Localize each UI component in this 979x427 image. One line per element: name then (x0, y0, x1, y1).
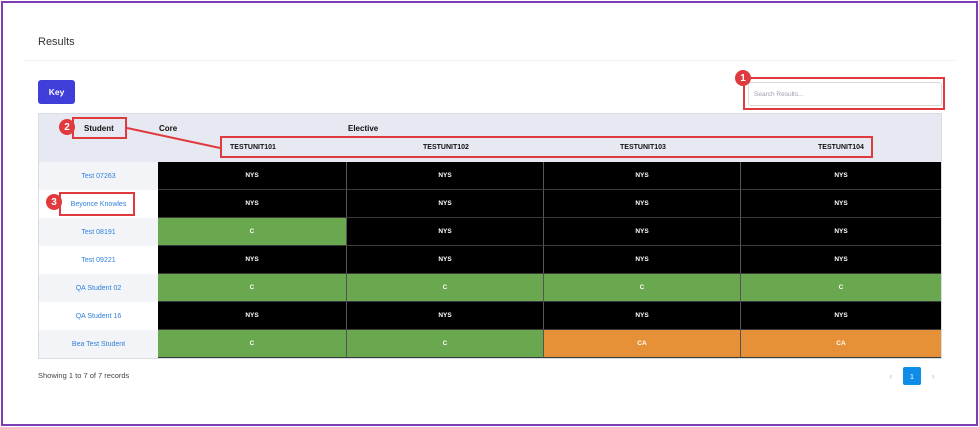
grade-cell[interactable]: NYS (347, 302, 544, 330)
table-row: Test 09221 NYS NYS NYS NYS (39, 246, 941, 274)
grade-cell[interactable]: NYS (347, 218, 544, 246)
grade-cell[interactable]: NYS (741, 162, 941, 190)
grade-cell[interactable]: NYS (158, 162, 347, 190)
header-unit-3[interactable]: TESTUNIT103 (620, 144, 666, 151)
student-name-link[interactable]: QA Student 02 (39, 274, 158, 302)
search-box (748, 82, 942, 106)
grade-cell[interactable]: C (741, 274, 941, 302)
grade-cell[interactable]: C (544, 274, 741, 302)
grade-cell[interactable]: C (347, 330, 544, 358)
student-name-link[interactable]: Test 09221 (81, 256, 116, 264)
student-name-link[interactable]: Beyonce Knowles (70, 200, 127, 208)
grade-cell[interactable]: NYS (741, 218, 941, 246)
title-divider (24, 60, 955, 61)
grade-cell[interactable]: NYS (158, 246, 347, 274)
header-unit-4[interactable]: TESTUNIT104 (818, 144, 864, 151)
page-1-button[interactable]: 1 (903, 367, 921, 385)
leader-line (126, 127, 221, 149)
next-page-button[interactable]: › (931, 371, 935, 381)
table-row: Test 08191 C NYS NYS NYS (39, 218, 941, 246)
results-table: Student Core Elective TESTUNIT101 TESTUN… (38, 113, 942, 359)
prev-page-button[interactable]: ‹ (889, 371, 893, 381)
header-elective: Elective (348, 124, 379, 133)
student-name-link[interactable]: Test 07263 (39, 162, 158, 190)
callout-search (743, 77, 945, 110)
key-button[interactable]: Key (38, 80, 75, 104)
table-header: Student Core Elective TESTUNIT101 TESTUN… (39, 114, 941, 162)
grade-cell[interactable]: NYS (741, 302, 941, 330)
grade-cell[interactable]: NYS (158, 302, 347, 330)
grade-cell[interactable]: NYS (741, 246, 941, 274)
records-summary: Showing 1 to 7 of 7 records (38, 371, 130, 380)
table-row: QA Student 02 C C C C (39, 274, 941, 302)
callout-badge-2: 2 (59, 119, 75, 135)
grade-cell[interactable]: NYS (544, 190, 741, 218)
grade-cell[interactable]: C (347, 274, 544, 302)
search-input[interactable] (749, 83, 941, 106)
header-student[interactable]: Student (84, 124, 114, 133)
grade-cell[interactable]: NYS (158, 190, 347, 218)
grade-cell[interactable]: C (158, 218, 347, 246)
callout-student-link (59, 192, 135, 216)
table-row: Beyonce Knowles NYS NYS NYS NYS (39, 190, 941, 218)
callout-badge-1: 1 (735, 70, 751, 86)
grade-cell[interactable]: CA (544, 330, 741, 358)
header-unit-1[interactable]: TESTUNIT101 (230, 144, 276, 151)
grade-cell[interactable]: C (158, 330, 347, 358)
header-unit-2[interactable]: TESTUNIT102 (423, 144, 469, 151)
header-core: Core (159, 124, 178, 133)
grade-cell[interactable]: CA (741, 330, 941, 358)
callout-unit-headers (220, 136, 873, 158)
grade-cell[interactable]: C (158, 274, 347, 302)
student-name-link[interactable]: Test 08191 (39, 218, 158, 246)
table-row: Bea Test Student C C CA CA (39, 330, 941, 358)
page-title: Results (38, 36, 75, 48)
grade-cell[interactable]: NYS (347, 162, 544, 190)
student-name-link[interactable]: QA Student 16 (75, 312, 122, 320)
grade-cell[interactable]: NYS (544, 302, 741, 330)
grade-cell[interactable]: NYS (347, 246, 544, 274)
grade-cell[interactable]: NYS (544, 162, 741, 190)
grade-cell[interactable]: NYS (741, 190, 941, 218)
grade-cell[interactable]: NYS (544, 246, 741, 274)
grade-cell[interactable]: NYS (544, 218, 741, 246)
student-name-link[interactable]: Bea Test Student (39, 330, 158, 358)
grade-cell[interactable]: NYS (347, 190, 544, 218)
callout-badge-3: 3 (46, 194, 62, 210)
table-row: Test 07263 NYS NYS NYS NYS (39, 162, 941, 190)
table-row: QA Student 16 NYS NYS NYS NYS (39, 302, 941, 330)
